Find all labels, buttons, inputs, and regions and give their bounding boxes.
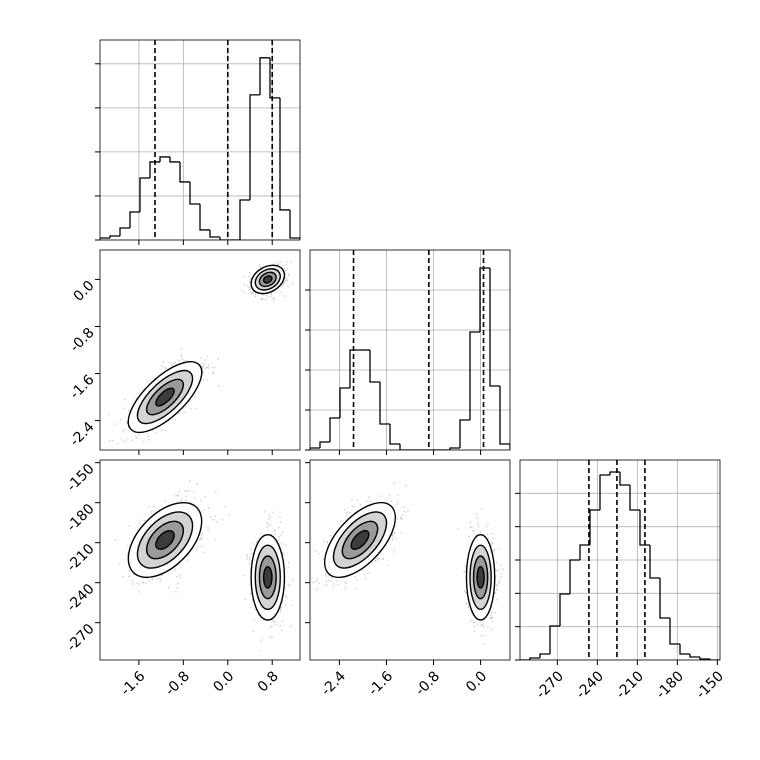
histogram-step	[589, 509, 600, 545]
y-tick-label: -0.8	[67, 325, 98, 356]
histogram-step	[239, 199, 250, 240]
histogram-step	[599, 474, 610, 510]
histogram-step	[469, 331, 480, 420]
histogram-step	[189, 181, 200, 205]
panel	[520, 460, 720, 660]
histogram-step	[639, 510, 650, 546]
x-tick-label: -1.6	[118, 668, 149, 699]
panel	[310, 250, 510, 450]
histogram-step	[100, 237, 110, 240]
histogram-step	[479, 267, 490, 332]
histogram-step	[199, 203, 210, 231]
histogram-step	[289, 209, 300, 240]
panel-frame	[99, 249, 301, 451]
histogram-step	[329, 417, 340, 442]
histogram-step	[629, 485, 640, 511]
histogram-step	[609, 471, 620, 475]
histogram-step	[539, 653, 550, 658]
contour	[155, 529, 175, 551]
panel	[114, 480, 294, 652]
contour	[262, 275, 273, 284]
histogram-step	[679, 644, 690, 655]
y-tick-label: -270	[64, 621, 98, 655]
y-tick-label: -180	[64, 501, 98, 535]
y-tick-label: -210	[64, 541, 98, 575]
histogram-step	[549, 625, 560, 654]
y-tick-label: -240	[64, 581, 98, 615]
x-tick-label: -270	[533, 668, 567, 702]
histogram-step	[459, 419, 470, 448]
y-tick-label: -150	[64, 461, 98, 495]
histogram-step	[139, 177, 150, 212]
x-tick-label: 0.0	[463, 668, 490, 695]
panel-frame	[309, 249, 511, 451]
x-tick-label: -150	[693, 668, 727, 702]
panel	[100, 40, 300, 240]
histogram-step	[369, 350, 380, 383]
x-tick-label: -0.8	[162, 668, 193, 699]
histogram-step	[219, 237, 230, 240]
histogram-step	[310, 447, 320, 450]
histogram-step	[709, 659, 720, 660]
histogram-step	[489, 268, 500, 387]
x-tick-label: -180	[653, 668, 687, 702]
histogram-step	[259, 57, 270, 95]
histogram-step	[499, 386, 510, 450]
histogram-step	[379, 382, 390, 425]
histogram-step	[149, 161, 160, 178]
histogram-step	[559, 593, 570, 626]
histogram-step	[619, 472, 630, 486]
histogram-step	[389, 424, 400, 445]
histogram-step	[319, 441, 330, 448]
histogram-step	[279, 97, 290, 211]
panel	[312, 482, 504, 645]
histogram-step	[579, 544, 590, 560]
histogram-step	[449, 447, 460, 450]
histogram-step	[339, 387, 350, 418]
histogram-step	[659, 578, 670, 619]
histogram-step	[119, 227, 130, 237]
histogram-step	[209, 229, 220, 238]
contour	[155, 387, 175, 407]
panel-frame	[99, 39, 301, 241]
panel	[108, 261, 294, 445]
contour	[262, 565, 273, 589]
histogram-step	[529, 657, 540, 660]
histogram-step	[689, 654, 700, 658]
x-tick-label: 0.8	[255, 668, 282, 695]
y-tick-label: 0.0	[71, 278, 98, 305]
histogram-step	[109, 235, 120, 238]
contour	[350, 529, 370, 551]
x-tick-label: 0.0	[210, 668, 237, 695]
histogram-step	[249, 94, 260, 200]
y-tick-label: -1.6	[67, 372, 98, 403]
histogram-step	[179, 161, 190, 183]
histogram-step	[649, 545, 660, 579]
histogram-step	[669, 618, 680, 645]
y-tick-label: -2.4	[67, 419, 98, 450]
x-tick-label: -240	[573, 668, 607, 702]
histogram-step	[349, 349, 360, 388]
histogram-step	[129, 211, 140, 229]
histogram-step	[169, 156, 180, 163]
histogram-step	[269, 57, 280, 99]
x-tick-label: -210	[613, 668, 647, 702]
histogram-step	[699, 657, 710, 660]
x-tick-label: -2.4	[318, 668, 349, 699]
panel-frame	[309, 459, 511, 661]
contour	[476, 565, 485, 589]
histogram-step	[399, 444, 410, 450]
x-tick-label: -0.8	[413, 668, 444, 699]
histogram-step	[569, 559, 580, 594]
panel-frame	[99, 459, 301, 661]
histogram-step	[159, 156, 170, 162]
x-tick-label: -1.6	[365, 668, 396, 699]
panel-frame	[519, 459, 721, 661]
